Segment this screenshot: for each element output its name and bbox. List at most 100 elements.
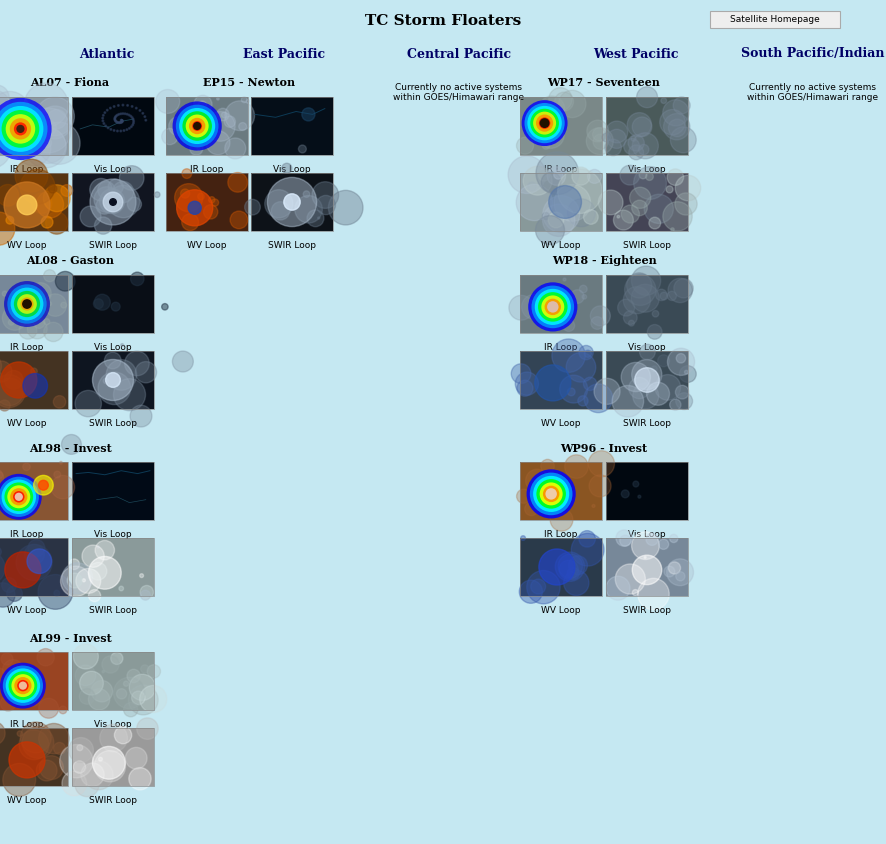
Circle shape (94, 295, 110, 311)
Text: Vis Loop: Vis Loop (94, 343, 132, 352)
Circle shape (62, 563, 93, 593)
Circle shape (663, 202, 692, 231)
Circle shape (542, 204, 575, 236)
Circle shape (120, 120, 122, 121)
Circle shape (105, 372, 120, 387)
Circle shape (675, 193, 697, 215)
Circle shape (0, 89, 11, 125)
Circle shape (0, 472, 3, 479)
Circle shape (34, 316, 45, 328)
Circle shape (593, 134, 608, 149)
Text: Vis Loop: Vis Loop (628, 165, 665, 174)
Circle shape (666, 186, 673, 193)
Circle shape (265, 190, 293, 218)
Circle shape (539, 117, 550, 129)
Circle shape (19, 682, 27, 690)
Circle shape (41, 216, 53, 228)
Circle shape (552, 133, 557, 138)
Bar (606, 351, 688, 409)
Circle shape (15, 160, 48, 192)
Bar (0, 275, 68, 333)
Circle shape (0, 477, 39, 517)
Circle shape (612, 386, 643, 417)
Circle shape (271, 202, 290, 220)
Circle shape (114, 117, 116, 119)
Circle shape (552, 339, 586, 372)
Circle shape (43, 138, 51, 148)
Circle shape (47, 110, 66, 129)
Circle shape (141, 665, 149, 674)
Circle shape (557, 169, 602, 214)
Bar (0, 652, 68, 710)
Circle shape (531, 579, 546, 594)
Circle shape (21, 685, 42, 706)
Circle shape (11, 288, 43, 321)
Circle shape (613, 210, 633, 230)
Circle shape (547, 489, 556, 499)
Circle shape (299, 145, 307, 153)
Bar (606, 462, 688, 520)
Circle shape (118, 105, 120, 106)
Circle shape (539, 170, 549, 181)
Bar (520, 275, 602, 333)
Bar (520, 97, 602, 155)
Circle shape (528, 282, 578, 332)
Circle shape (522, 100, 568, 146)
Circle shape (113, 678, 145, 709)
Circle shape (525, 502, 538, 516)
Circle shape (671, 228, 674, 231)
Circle shape (548, 302, 557, 311)
Circle shape (634, 368, 659, 392)
Circle shape (94, 750, 126, 782)
Circle shape (142, 112, 144, 114)
Text: WV Loop: WV Loop (7, 419, 47, 428)
Circle shape (8, 320, 14, 325)
Circle shape (189, 118, 206, 134)
Circle shape (542, 142, 550, 149)
Circle shape (640, 344, 656, 360)
Bar (606, 173, 688, 231)
Circle shape (89, 590, 101, 602)
Circle shape (27, 549, 51, 574)
Circle shape (0, 668, 6, 684)
Circle shape (9, 742, 45, 778)
Circle shape (126, 129, 128, 131)
Circle shape (133, 121, 135, 122)
Circle shape (638, 578, 669, 610)
Circle shape (94, 187, 120, 212)
Circle shape (43, 185, 70, 212)
Circle shape (117, 122, 119, 123)
Circle shape (182, 169, 191, 178)
Circle shape (629, 145, 643, 160)
Circle shape (186, 115, 208, 138)
Circle shape (569, 556, 587, 575)
Circle shape (95, 540, 114, 560)
Circle shape (90, 179, 136, 225)
Circle shape (27, 490, 34, 496)
Text: Vis Loop: Vis Loop (94, 720, 132, 729)
Circle shape (16, 311, 23, 317)
Circle shape (639, 144, 649, 154)
Circle shape (176, 190, 213, 226)
Circle shape (3, 111, 16, 125)
Circle shape (110, 199, 114, 203)
Circle shape (194, 95, 212, 114)
Circle shape (6, 216, 14, 225)
Circle shape (1, 362, 37, 398)
Circle shape (190, 142, 203, 155)
Circle shape (550, 508, 573, 531)
Circle shape (628, 320, 634, 326)
Circle shape (626, 273, 652, 298)
Circle shape (527, 106, 562, 140)
Circle shape (631, 136, 636, 141)
Circle shape (621, 490, 629, 498)
Circle shape (625, 274, 656, 306)
Circle shape (685, 371, 688, 374)
Circle shape (20, 170, 55, 204)
Circle shape (547, 167, 565, 186)
Circle shape (588, 451, 615, 477)
Text: EP15 - Newton: EP15 - Newton (204, 78, 296, 89)
Circle shape (540, 483, 563, 506)
Circle shape (552, 118, 556, 122)
Circle shape (2, 577, 17, 592)
